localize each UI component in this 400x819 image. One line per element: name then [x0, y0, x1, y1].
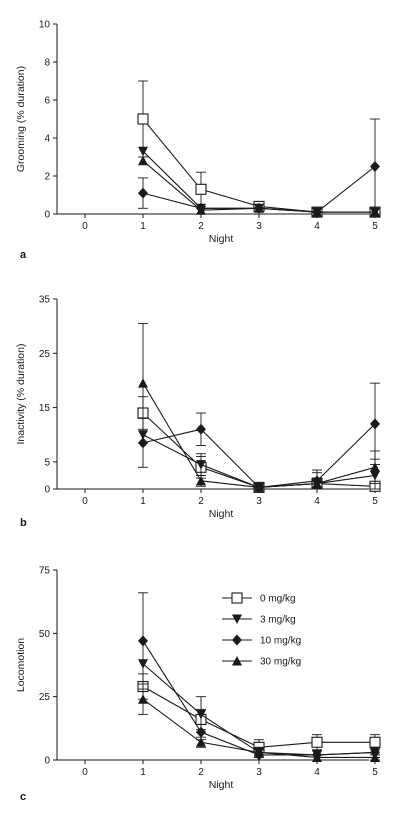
legend-label: 10 mg/kg [260, 636, 301, 647]
data-point [254, 203, 264, 213]
y-tick-label: 15 [39, 403, 51, 414]
x-tick-label: 0 [82, 496, 88, 507]
y-tick-label: 6 [44, 96, 50, 107]
data-point [312, 752, 322, 762]
legend-marker [231, 592, 243, 604]
series-line [142, 118, 375, 213]
series-3 [138, 118, 380, 218]
legend-marker [232, 634, 242, 646]
legend-marker [232, 614, 242, 624]
series-1 [137, 396, 381, 493]
y-tick-label: 10 [39, 20, 51, 31]
panel-label: c [20, 791, 26, 803]
series-line [142, 640, 376, 756]
series-1 [137, 673, 381, 756]
y-tick-label: 50 [39, 629, 51, 640]
x-tick-label: 2 [198, 496, 204, 507]
y-axis-label: Grooming (% duration) [15, 66, 27, 172]
x-tick-label: 3 [256, 221, 262, 232]
data-point [312, 478, 322, 489]
series-1 [137, 80, 381, 218]
x-axis-label: Night [209, 233, 234, 245]
legend-marker [232, 656, 242, 666]
panel-label: b [20, 517, 27, 529]
data-point [138, 378, 148, 388]
x-tick-label: 5 [372, 767, 378, 778]
legend: 0 mg/kg 3 mg/kg 10 mg/kg 30 mg/kg [222, 592, 301, 668]
series-4 [138, 155, 380, 217]
y-axis-label: Locomotion [15, 638, 27, 692]
panel-c: 0 25 50 75 0 1 2 3 4 5 Night Locomotion c 0 mg/kg 3 mg… [15, 566, 381, 803]
data-point [254, 747, 264, 757]
data-point [138, 146, 148, 157]
series-3 [138, 592, 380, 761]
y-tick-label: 5 [44, 457, 50, 468]
data-point [370, 207, 380, 217]
x-tick-label: 5 [372, 496, 378, 507]
y-tick-label: 25 [39, 349, 51, 360]
data-point [370, 752, 380, 762]
x-tick-label: 2 [198, 767, 204, 778]
panel-label: a [20, 249, 27, 261]
x-tick-label: 4 [314, 221, 320, 232]
y-tick-label: 0 [44, 756, 50, 767]
data-point [137, 113, 149, 125]
data-point [370, 161, 380, 172]
legend-label: 3 mg/kg [260, 615, 296, 626]
data-point [195, 183, 207, 195]
y-tick-label: 0 [44, 210, 50, 221]
x-axis-label: Night [209, 508, 234, 520]
series-line [142, 423, 376, 488]
data-point [138, 694, 148, 704]
y-tick-label: 75 [39, 566, 51, 577]
y-tick-label: 8 [44, 58, 50, 69]
data-point [196, 475, 206, 486]
x-tick-label: 1 [140, 767, 146, 778]
x-tick-label: 4 [314, 767, 320, 778]
series-4 [138, 322, 380, 492]
x-tick-label: 1 [140, 496, 146, 507]
data-point [196, 709, 206, 720]
data-point [138, 635, 148, 647]
y-tick-label: 2 [44, 172, 50, 183]
y-tick-label: 25 [39, 692, 51, 703]
data-point [196, 726, 206, 738]
x-tick-label: 0 [82, 767, 88, 778]
data-point [138, 187, 148, 199]
data-point [311, 736, 323, 748]
data-point [138, 155, 148, 166]
x-tick-label: 2 [198, 221, 204, 232]
x-axis-label: Night [209, 779, 234, 791]
x-tick-label: 4 [314, 496, 320, 507]
data-point [370, 462, 380, 472]
data-point [196, 205, 206, 215]
x-tick-label: 3 [256, 767, 262, 778]
y-tick-label: 35 [39, 295, 51, 306]
x-tick-label: 5 [372, 221, 378, 232]
y-tick-label: 4 [44, 134, 50, 145]
series-4 [138, 683, 380, 762]
series-line [142, 412, 376, 488]
panel-b: 0 5 15 25 35 0 1 2 3 4 5 Night Inactivity (% duratio… [15, 295, 381, 529]
legend-label: 0 mg/kg [260, 594, 296, 605]
x-tick-label: 1 [140, 221, 146, 232]
data-point [254, 482, 264, 492]
data-point [312, 207, 322, 217]
x-tick-label: 3 [256, 496, 262, 507]
y-axis-label: Inactivity (% duration) [15, 344, 27, 445]
data-point [370, 418, 380, 430]
data-point [369, 736, 381, 748]
panel-a: 0 2 4 6 8 10 0 1 2 3 4 5 Night Grooming (% duration) a [15, 20, 381, 261]
y-tick-label: 0 [44, 485, 50, 496]
x-tick-label: 0 [82, 221, 88, 232]
data-point [196, 737, 206, 747]
legend-label: 30 mg/kg [260, 657, 301, 668]
data-point [196, 423, 206, 435]
data-point [196, 460, 206, 470]
